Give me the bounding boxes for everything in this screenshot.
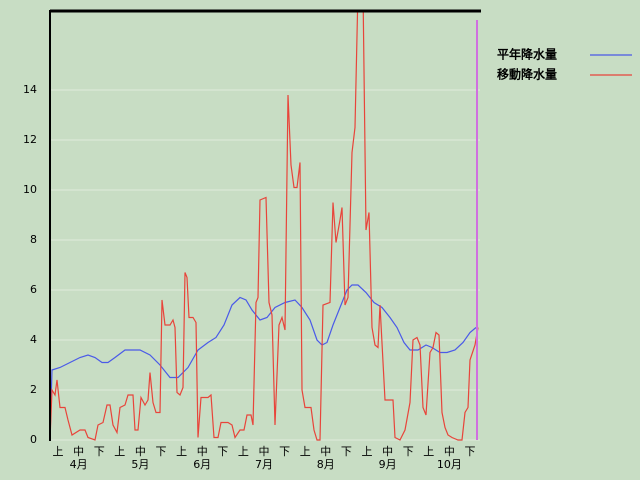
x-tick-label: 下 bbox=[341, 445, 352, 458]
month-label: 10月 bbox=[437, 458, 462, 471]
y-tick-label: 6 bbox=[30, 283, 37, 296]
y-tick-label: 10 bbox=[23, 183, 37, 196]
legend-label: 平年降水量 bbox=[497, 47, 557, 62]
y-tick-label: 14 bbox=[23, 83, 37, 96]
y-tick-label: 4 bbox=[30, 333, 37, 346]
x-tick-label: 上 bbox=[53, 445, 64, 458]
x-tick-label: 下 bbox=[465, 445, 476, 458]
month-label: 9月 bbox=[379, 458, 397, 471]
x-tick-label: 上 bbox=[423, 445, 434, 458]
x-tick-label: 上 bbox=[176, 445, 187, 458]
y-tick-label: 0 bbox=[30, 433, 37, 446]
x-tick-label: 下 bbox=[403, 445, 414, 458]
y-tick-label: 2 bbox=[30, 383, 37, 396]
x-tick-label: 中 bbox=[197, 445, 208, 458]
x-tick-label: 下 bbox=[156, 445, 167, 458]
x-tick-label: 中 bbox=[73, 445, 84, 458]
x-tick-label: 上 bbox=[238, 445, 249, 458]
x-tick-label: 上 bbox=[300, 445, 311, 458]
x-tick-label: 中 bbox=[259, 445, 270, 458]
x-tick-label: 下 bbox=[279, 445, 290, 458]
month-label: 7月 bbox=[255, 458, 273, 471]
x-tick-label: 中 bbox=[320, 445, 331, 458]
series-line bbox=[50, 10, 479, 441]
x-tick-label: 下 bbox=[94, 445, 105, 458]
x-tick-label: 上 bbox=[362, 445, 373, 458]
month-label: 4月 bbox=[70, 458, 88, 471]
month-label: 8月 bbox=[317, 458, 335, 471]
x-tick-label: 中 bbox=[444, 445, 455, 458]
grid bbox=[50, 89, 480, 441]
series-line bbox=[50, 284, 477, 441]
month-label: 5月 bbox=[131, 458, 149, 471]
x-tick-label: 中 bbox=[382, 445, 393, 458]
y-tick-label: 8 bbox=[30, 233, 37, 246]
x-tick-label: 下 bbox=[217, 445, 228, 458]
x-tick-label: 中 bbox=[135, 445, 146, 458]
month-label: 6月 bbox=[193, 458, 211, 471]
legend-label: 移動降水量 bbox=[497, 67, 557, 82]
x-tick-label: 上 bbox=[114, 445, 125, 458]
plot-area bbox=[50, 10, 479, 441]
labels: 02468101214上中下上中下上中下上中下上中下上中下上中下4月 5月 6月 7月… bbox=[23, 47, 632, 471]
y-tick-label: 12 bbox=[23, 133, 37, 146]
